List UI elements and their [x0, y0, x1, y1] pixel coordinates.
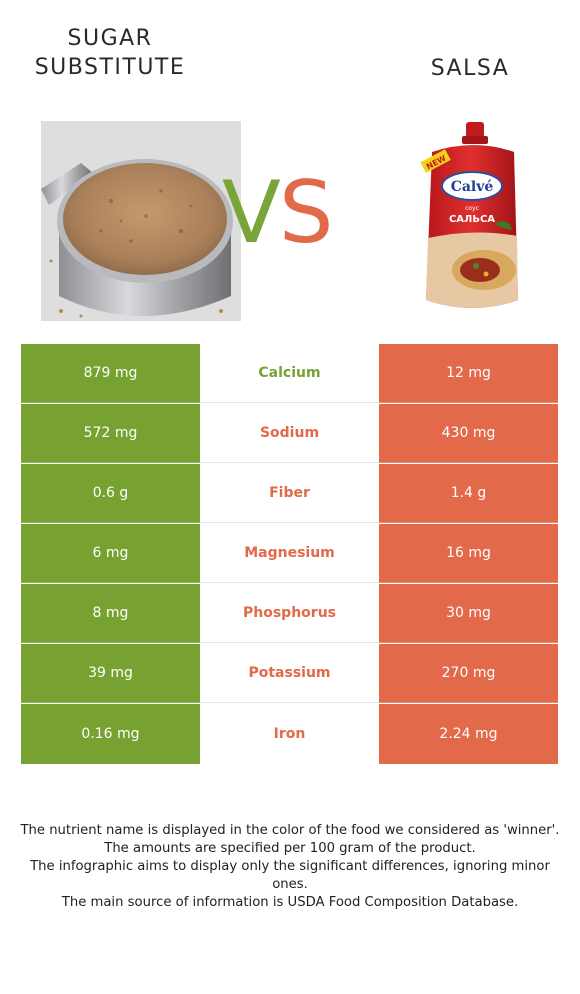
right-value-cell: 2.24 mg — [379, 704, 558, 764]
vs-letter-v: V — [222, 163, 281, 263]
left-value-cell: 6 mg — [21, 524, 200, 583]
nutrient-name-cell: Magnesium — [200, 524, 379, 583]
right-value-cell: 30 mg — [379, 584, 558, 643]
left-value-cell: 8 mg — [21, 584, 200, 643]
right-value-cell: 12 mg — [379, 344, 558, 403]
table-row: 39 mg Potassium 270 mg — [21, 644, 558, 704]
left-food-title: SUGAR SUBSTITUTE — [34, 26, 186, 80]
product-label: САЛЬСА — [449, 214, 495, 225]
left-value-cell: 39 mg — [21, 644, 200, 703]
vs-letter-s: S — [278, 163, 334, 263]
table-row: 879 mg Calcium 12 mg — [21, 344, 558, 404]
table-row: 0.6 g Fiber 1.4 g — [21, 464, 558, 524]
right-value-cell: 1.4 g — [379, 464, 558, 523]
left-value-cell: 0.6 g — [21, 464, 200, 523]
brand-label: Calvé — [451, 179, 494, 195]
right-value-cell: 16 mg — [379, 524, 558, 583]
sugar-substitute-image — [41, 121, 241, 321]
footnote-line: The nutrient name is displayed in the co… — [20, 823, 560, 838]
table-row: 8 mg Phosphorus 30 mg — [21, 584, 558, 644]
nutrient-name-cell: Sodium — [200, 404, 379, 463]
nutrient-name-cell: Calcium — [200, 344, 379, 403]
right-value-cell: 270 mg — [379, 644, 558, 703]
nutrient-name-cell: Fiber — [200, 464, 379, 523]
nutrient-name-cell: Iron — [200, 704, 379, 764]
nutrient-table: 879 mg Calcium 12 mg 572 mg Sodium 430 mg 0.6 … — [21, 344, 558, 764]
footnote-line: The infographic aims to display only the… — [30, 859, 550, 892]
table-row: 572 mg Sodium 430 mg — [21, 404, 558, 464]
salsa-image: Calvé соус САЛЬСА NEW — [418, 120, 522, 320]
footnote-line: The amounts are specified per 100 gram o… — [104, 841, 476, 856]
left-value-cell: 0.16 mg — [21, 704, 200, 764]
nutrient-name-cell: Potassium — [200, 644, 379, 703]
table-row: 6 mg Magnesium 16 mg — [21, 524, 558, 584]
salsa-pouch-icon: Calvé соус САЛЬСА NEW — [420, 122, 518, 308]
footnote: The nutrient name is displayed in the co… — [20, 822, 560, 912]
package-small-text: соус — [465, 205, 479, 212]
table-row: 0.16 mg Iron 2.24 mg — [21, 704, 558, 764]
footnote-line: The main source of information is USDA F… — [61, 895, 519, 910]
vs-label: VS — [222, 168, 352, 258]
nutrient-name-cell: Phosphorus — [200, 584, 379, 643]
right-food-title: SALSA — [430, 56, 510, 81]
left-value-cell: 572 mg — [21, 404, 200, 463]
right-value-cell: 430 mg — [379, 404, 558, 463]
left-value-cell: 879 mg — [21, 344, 200, 403]
measuring-cup-icon — [41, 121, 241, 321]
